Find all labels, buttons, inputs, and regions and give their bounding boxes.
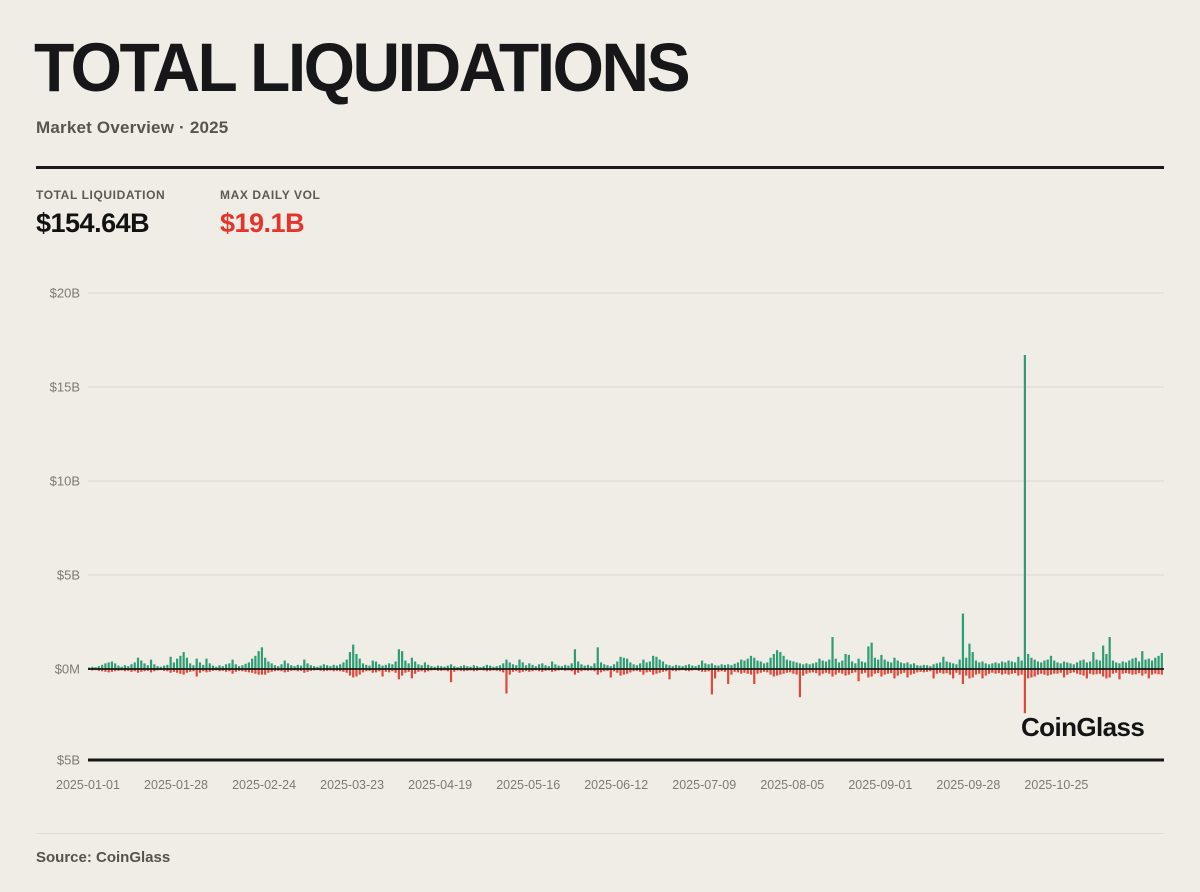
svg-text:2025-08-05: 2025-08-05 <box>760 778 824 792</box>
y-axis-labels: $20B $15B $10B $5B $0M $5B <box>50 286 80 768</box>
source-text: Source: CoinGlass <box>36 849 171 866</box>
svg-text:2025-03-23: 2025-03-23 <box>320 778 384 792</box>
long-bars <box>88 355 1163 669</box>
stat-total-liquidation: TOTAL LIQUIDATION $154.64B <box>36 188 165 239</box>
svg-text:$20B: $20B <box>50 286 80 301</box>
stat-max-daily-vol-value: $19.1B <box>220 208 305 238</box>
svg-text:2025-09-28: 2025-09-28 <box>936 778 1000 792</box>
svg-text:2025-10-25: 2025-10-25 <box>1024 778 1088 792</box>
gridlines <box>88 292 1164 576</box>
page-title: TOTAL LIQUIDATIONS <box>34 28 691 106</box>
page-subtitle: Market Overview · 2025 <box>36 118 229 137</box>
svg-text:2025-02-24: 2025-02-24 <box>232 778 296 792</box>
stat-total-liquidation-label: TOTAL LIQUIDATION <box>36 188 166 202</box>
svg-text:2025-01-28: 2025-01-28 <box>144 778 208 792</box>
svg-text:$15B: $15B <box>50 380 80 395</box>
short-bars <box>88 669 1163 714</box>
stat-total-liquidation-value: $154.64B <box>36 208 150 238</box>
x-axis-labels: 2025-01-01 2025-01-28 2025-02-24 2025-03-23… <box>56 778 1088 792</box>
stat-max-daily-vol: MAX DAILY VOL $19.1B <box>220 188 320 239</box>
svg-text:2025-09-01: 2025-09-01 <box>848 778 912 792</box>
svg-text:2025-06-12: 2025-06-12 <box>584 778 648 792</box>
footer-divider <box>36 833 1164 834</box>
header-divider <box>36 166 1164 169</box>
svg-text:$10B: $10B <box>50 474 80 489</box>
coinglass-watermark: CoinGlass <box>1021 712 1145 742</box>
svg-text:$5B: $5B <box>57 753 80 768</box>
svg-text:$0M: $0M <box>55 662 80 677</box>
svg-text:2025-05-16: 2025-05-16 <box>496 778 560 792</box>
svg-text:$5B: $5B <box>57 568 80 583</box>
svg-text:2025-04-19: 2025-04-19 <box>408 778 472 792</box>
svg-text:2025-07-09: 2025-07-09 <box>672 778 736 792</box>
svg-text:2025-01-01: 2025-01-01 <box>56 778 120 792</box>
stat-max-daily-vol-label: MAX DAILY VOL <box>220 188 321 202</box>
